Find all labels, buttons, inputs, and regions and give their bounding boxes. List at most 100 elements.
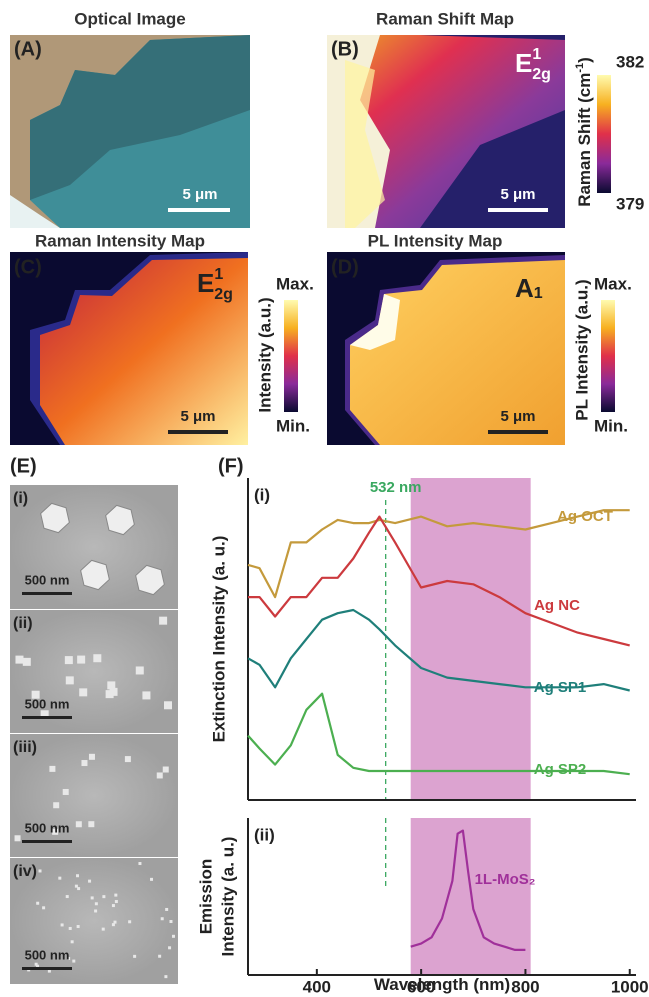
colorbar-title: PL Intensity (a.u.) (572, 279, 591, 420)
particle (136, 666, 144, 674)
particle (91, 896, 94, 899)
particle (142, 691, 150, 699)
particle (157, 772, 163, 778)
particle (77, 656, 85, 664)
colorbar (284, 300, 298, 412)
colorbar-min: Min. (276, 416, 310, 435)
series-label: Ag OCT (557, 508, 613, 525)
panel-label: (A) (14, 38, 42, 60)
particle (159, 617, 167, 625)
panel-d: PL Intensity Map (D) A1 5 μm Max. Min. P… (327, 231, 632, 445)
panel-e: (E) (i) 500 nm (ii) 500 nm (iii) 500 nm (iv) 50… (10, 455, 178, 984)
mode-sub: 2g (214, 286, 233, 303)
particle (53, 802, 59, 808)
scale-bar (488, 208, 548, 212)
colorbar-max: 382 (616, 52, 644, 71)
particle (169, 920, 172, 923)
colorbar (597, 75, 611, 193)
particle (165, 908, 168, 911)
particle (102, 928, 105, 931)
image-label: (iv) (13, 863, 37, 880)
panel-label: (C) (14, 256, 42, 278)
mode-sub: 1 (534, 285, 543, 302)
particle (66, 676, 74, 684)
scale-bar-label: 500 nm (25, 947, 70, 962)
scale-bar (488, 430, 548, 434)
series-label: Ag NC (534, 597, 580, 614)
colorbar-min: 379 (616, 194, 644, 213)
particle (102, 895, 105, 898)
particle (69, 927, 72, 930)
subplot-label: (ii) (254, 825, 275, 844)
particle (93, 654, 101, 662)
scale-bar-label: 500 nm (25, 572, 70, 587)
particle (161, 917, 164, 920)
mode-sup: 1 (214, 266, 223, 283)
particle (115, 900, 118, 903)
x-tick-label: 1000 (611, 977, 649, 996)
scale-bar (22, 716, 72, 719)
panel-label: (D) (331, 256, 359, 278)
particle (71, 940, 74, 943)
scale-bar (22, 840, 72, 843)
particle (95, 902, 98, 905)
particle (15, 835, 21, 841)
image-label: (i) (13, 490, 28, 507)
image-label: (iii) (13, 739, 37, 756)
particle (94, 909, 97, 912)
particle (42, 906, 45, 909)
scale-bar-label: 500 nm (25, 696, 70, 711)
particle (114, 894, 117, 897)
panel-label: (E) (10, 455, 37, 477)
subplot-label: (i) (254, 485, 270, 504)
particle (88, 880, 91, 883)
x-tick-label: 400 (303, 977, 331, 996)
particle (138, 862, 141, 865)
particle (76, 821, 82, 827)
particle (76, 874, 79, 877)
colorbar-max: Max. (594, 274, 632, 293)
scale-bar (22, 592, 72, 595)
particle (81, 760, 87, 766)
particle (88, 821, 94, 827)
particle (112, 923, 115, 926)
particle (89, 754, 95, 760)
y-axis-label: Extinction Intensity (a. u.) (209, 536, 228, 743)
scale-bar-label: 5 μm (500, 408, 535, 425)
panel-b: Raman Shift Map (B) E12g 5 μm 382 379 Ra… (327, 9, 644, 228)
particle (48, 970, 51, 973)
mode: E (197, 268, 214, 298)
particle (107, 681, 115, 689)
mode-sup: 1 (532, 46, 541, 63)
particle (158, 955, 161, 958)
image-label: (ii) (13, 615, 33, 632)
panel-title: PL Intensity Map (368, 231, 503, 250)
x-axis-label: Wavelength (nm) (374, 975, 510, 994)
particle (168, 946, 171, 949)
mode: E (515, 48, 532, 78)
particle (75, 885, 78, 888)
particle (112, 904, 115, 907)
scale-bar-label: 5 μm (180, 408, 215, 425)
particle (58, 877, 61, 880)
particle (39, 869, 42, 872)
scale-bar-label: 500 nm (25, 820, 70, 835)
particle (172, 935, 175, 938)
colorbar-title-text: Raman Shift (cm (575, 73, 594, 207)
particle (23, 658, 31, 666)
series-label: Ag SP1 (534, 679, 587, 696)
particle (133, 955, 136, 958)
mode-sub: 2g (532, 66, 551, 83)
figure: Optical Image (A) 5 μm Raman Shift Map (… (0, 0, 649, 997)
particle (164, 701, 172, 709)
colorbar-max: Max. (276, 274, 314, 293)
particle (128, 920, 131, 923)
particle (36, 902, 39, 905)
particle (66, 895, 69, 898)
particle (125, 756, 131, 762)
scale-bar (22, 967, 72, 970)
particle (106, 690, 114, 698)
particle (61, 923, 64, 926)
